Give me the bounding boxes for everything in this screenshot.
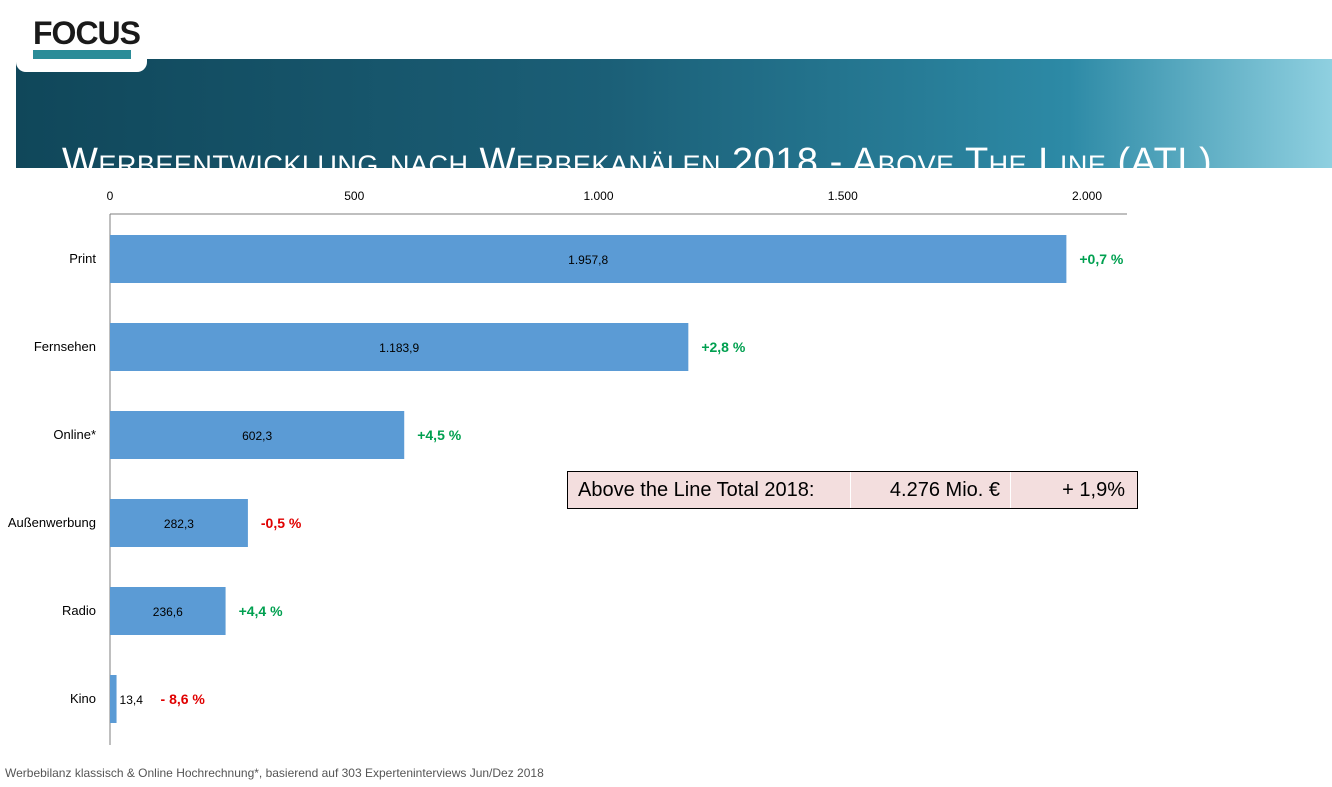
logo-underline [33, 50, 131, 59]
data-label: 13,4 [120, 693, 144, 707]
change-label: -0,5 % [261, 515, 302, 531]
title-banner: Werbeentwicklung nach Werbekanälen 2018 … [16, 59, 1332, 217]
footnote: Werbebilanz klassisch & Online Hochrechn… [5, 766, 544, 780]
change-label: +4,4 % [239, 603, 284, 619]
data-label: 1.183,9 [379, 341, 419, 355]
bar [110, 323, 689, 371]
category-label: Fernsehen [34, 339, 96, 354]
data-label: 282,3 [164, 517, 194, 531]
category-label: Online* [53, 427, 96, 442]
bar [110, 675, 117, 723]
data-label: 1.957,8 [568, 253, 608, 267]
change-label: +0,7 % [1079, 251, 1124, 267]
change-label: +4,5 % [417, 427, 462, 443]
x-tick-label: 500 [344, 189, 364, 203]
focus-logo: FOCUS [33, 16, 141, 60]
x-tick-label: 1.000 [583, 189, 613, 203]
logo-text: FOCUS [33, 15, 141, 51]
category-label: Radio [62, 603, 96, 618]
category-label: Kino [70, 691, 96, 706]
total-change: + 1,9% [1062, 478, 1125, 501]
change-label: +2,8 % [701, 339, 746, 355]
bar [110, 587, 226, 635]
total-amount: 4.276 Mio. € [851, 472, 1011, 508]
bar [110, 499, 248, 547]
data-label: 602,3 [242, 429, 272, 443]
total-label: Above the Line Total 2018: [568, 472, 851, 508]
bar [110, 235, 1067, 283]
change-label: - 8,6 % [161, 691, 206, 707]
logo-tab [16, 0, 147, 72]
total-summary-box: Above the Line Total 2018: 4.276 Mio. € … [567, 471, 1138, 509]
category-label: Außenwerbung [8, 515, 96, 530]
page-subtitle: Bruttowerbewerte in Mio./%-Veränderung 2… [62, 194, 584, 217]
page-title: Werbeentwicklung nach Werbekanälen 2018 … [62, 141, 1213, 183]
category-label: Print [69, 251, 96, 266]
bar [110, 411, 405, 459]
data-label: 236,6 [153, 605, 183, 619]
x-tick-label: 1.500 [828, 189, 858, 203]
x-tick-label: 0 [107, 189, 114, 203]
x-tick-label: 2.000 [1072, 189, 1102, 203]
